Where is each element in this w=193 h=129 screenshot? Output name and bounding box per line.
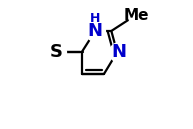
Text: S: S [49,43,62,61]
Text: H: H [90,12,100,25]
Text: N: N [112,43,127,61]
Text: Me: Me [124,8,149,23]
Text: N: N [88,22,103,40]
